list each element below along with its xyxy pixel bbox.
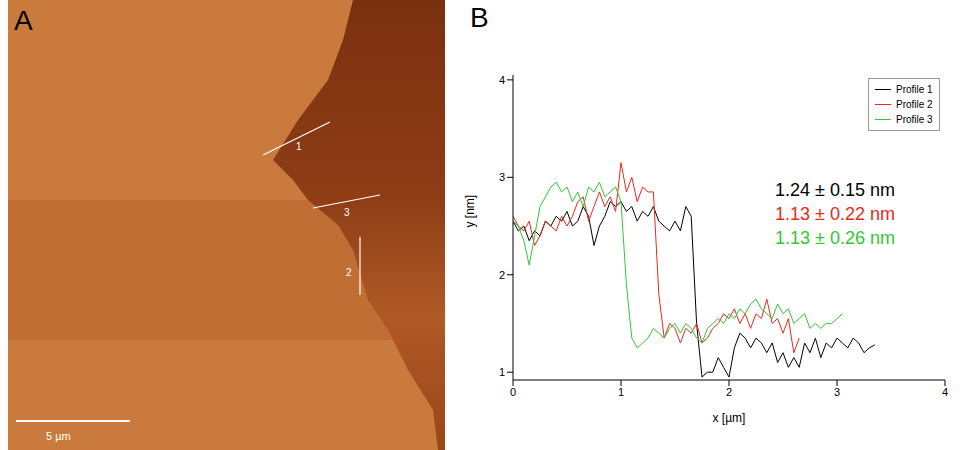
svg-text:1: 1 xyxy=(296,141,302,152)
svg-text:2: 2 xyxy=(499,269,505,281)
svg-text:x [µm]: x [µm] xyxy=(713,411,746,425)
svg-text:4: 4 xyxy=(942,386,948,398)
html-text:B: B xyxy=(470,2,489,33)
svg-text:3: 3 xyxy=(834,386,840,398)
svg-text:3: 3 xyxy=(499,171,505,183)
svg-text:0: 0 xyxy=(510,386,516,398)
html-text:Profile 2: Profile 2 xyxy=(896,99,933,110)
svg-text:y [nm]: y [nm] xyxy=(463,195,477,228)
svg-text:2: 2 xyxy=(346,267,352,278)
html-text:1.24 ± 0.15 nm: 1.24 ± 0.15 nm xyxy=(775,180,895,200)
html-text:1.13 ± 0.22 nm: 1.13 ± 0.22 nm xyxy=(775,204,895,224)
svg-text:A: A xyxy=(14,5,33,36)
svg-text:3: 3 xyxy=(344,207,350,218)
svg-text:1: 1 xyxy=(499,366,505,378)
svg-text:4: 4 xyxy=(499,74,505,86)
svg-text:2: 2 xyxy=(726,386,732,398)
svg-text:1: 1 xyxy=(618,386,624,398)
html-text:Profile 3: Profile 3 xyxy=(896,114,933,125)
html-text:Profile 1: Profile 1 xyxy=(896,84,933,95)
svg-text:5 µm: 5 µm xyxy=(46,430,71,442)
html-text:1.13 ± 0.26 nm: 1.13 ± 0.26 nm xyxy=(775,228,895,248)
